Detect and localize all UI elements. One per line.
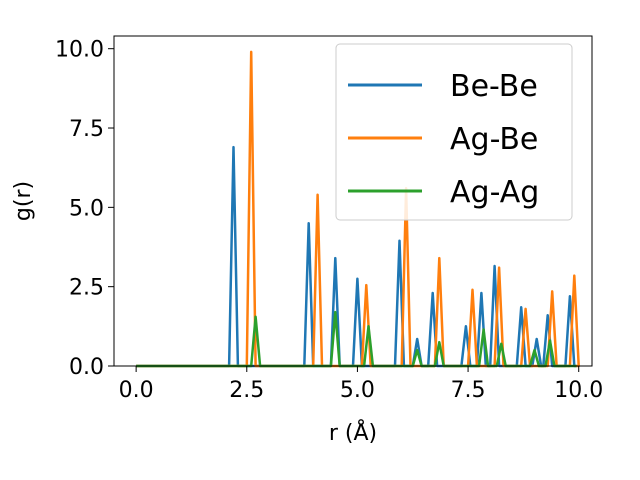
x-tick-label: 2.5 [229,378,264,403]
y-tick-label: 2.5 [69,276,104,301]
x-tick-label: 7.5 [451,378,486,403]
axes-frame [113,35,593,367]
legend-label-be-be: Be-Be [450,69,538,104]
legend-label-ag-ag: Ag-Ag [450,175,539,210]
x-tick-label: 0.0 [119,378,154,403]
legend-box [335,43,573,221]
x-tick-label: 5.0 [340,378,375,403]
series-line-ag-ag [136,310,577,368]
legend: Be-Be Ag-Be Ag-Ag [335,43,573,221]
y-tick-label: 10.0 [55,38,104,63]
legend-items: Be-Be Ag-Be Ag-Ag [348,69,539,210]
x-axis-label: r (Å) [329,419,377,446]
x-tick-label: 10.0 [554,378,603,403]
y-tick-label: 0.0 [69,355,104,380]
y-axis-label: g(r) [11,181,36,221]
y-tick-label: 7.5 [69,117,104,142]
legend-label-ag-be: Ag-Be [450,122,538,157]
ticks-layer: 0.0 2.5 5.0 7.5 10.0 0.0 2.5 5.0 7.5 10.0 [55,38,603,403]
y-tick-label: 5.0 [69,196,104,221]
